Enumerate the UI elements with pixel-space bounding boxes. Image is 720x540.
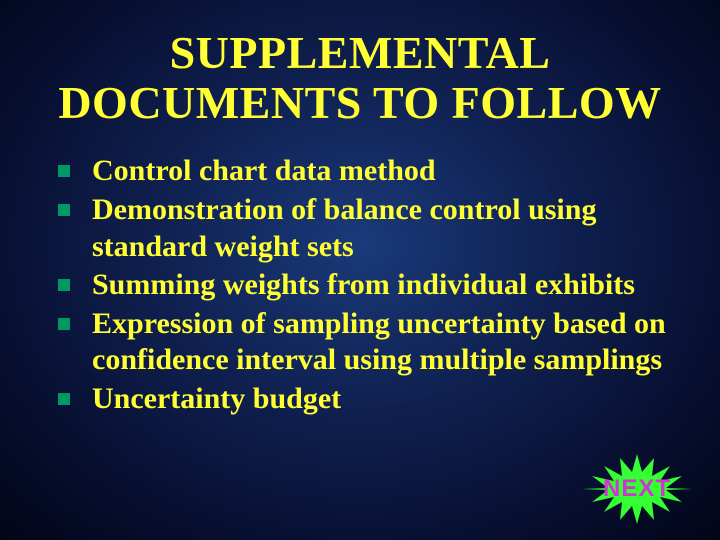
list-item: Expression of sampling uncertainty based… bbox=[58, 306, 700, 379]
list-item: Demonstration of balance control using s… bbox=[58, 192, 700, 265]
next-button-label: NEXT bbox=[582, 454, 692, 524]
bullet-text: Summing weights from individual exhibits bbox=[92, 268, 635, 301]
square-bullet-icon bbox=[58, 279, 70, 291]
bullet-text: Control chart data method bbox=[92, 154, 436, 187]
next-button[interactable]: NEXT bbox=[582, 454, 692, 524]
page-title: SUPPLEMENTAL DOCUMENTS TO FOLLOW bbox=[20, 28, 700, 127]
bullet-text: Expression of sampling uncertainty based… bbox=[92, 307, 666, 377]
bullet-list: Control chart data method Demonstration … bbox=[20, 153, 700, 417]
list-item: Control chart data method bbox=[58, 153, 700, 190]
square-bullet-icon bbox=[58, 318, 70, 330]
slide-container: SUPPLEMENTAL DOCUMENTS TO FOLLOW Control… bbox=[0, 0, 720, 540]
bullet-text: Uncertainty budget bbox=[92, 382, 341, 415]
square-bullet-icon bbox=[58, 393, 70, 405]
square-bullet-icon bbox=[58, 204, 70, 216]
bullet-text: Demonstration of balance control using s… bbox=[92, 193, 596, 263]
list-item: Uncertainty budget bbox=[58, 381, 700, 418]
list-item: Summing weights from individual exhibits bbox=[58, 267, 700, 304]
square-bullet-icon bbox=[58, 165, 70, 177]
